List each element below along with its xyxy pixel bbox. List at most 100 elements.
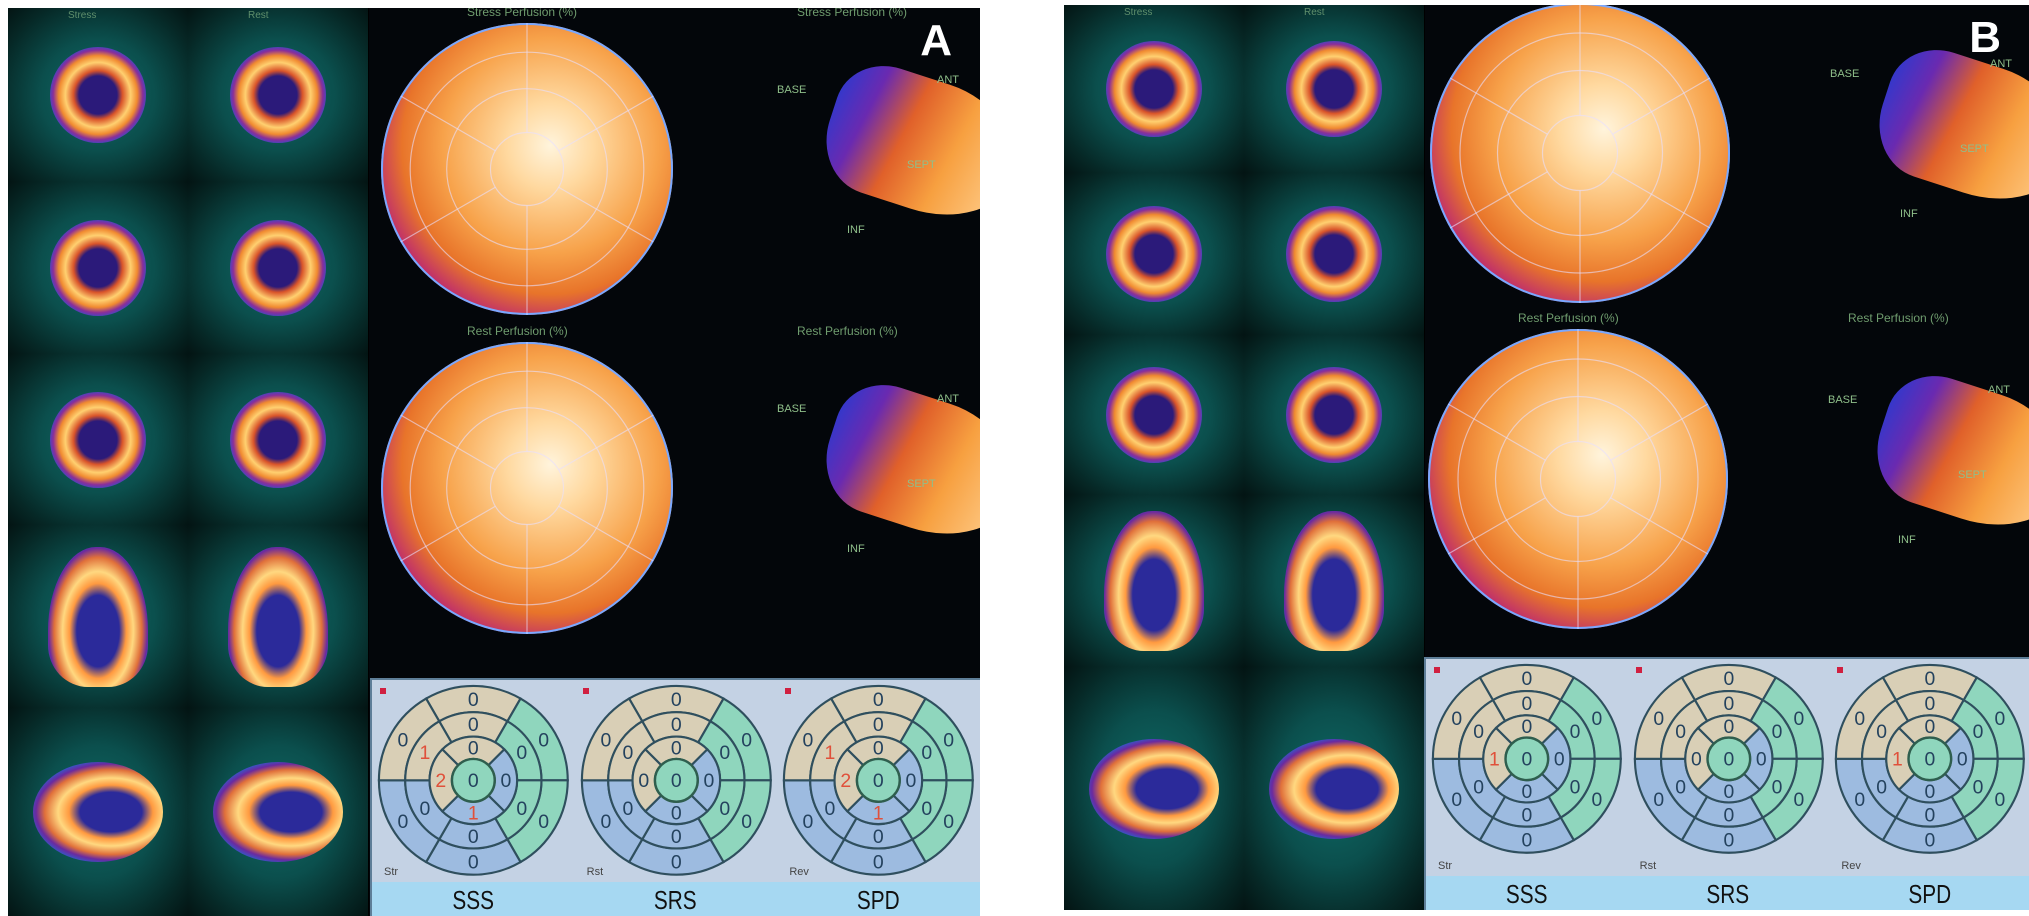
segment-score: 0 bbox=[600, 730, 611, 752]
bullseye-tag: Rev bbox=[1841, 860, 1861, 872]
marker-icon bbox=[1837, 667, 1844, 673]
slice-image bbox=[1064, 335, 1245, 496]
segment-score: 1 bbox=[468, 803, 479, 825]
segment-score: 0 bbox=[1925, 804, 1936, 826]
segment-score: 2 bbox=[841, 770, 852, 792]
stress-polar-map bbox=[381, 23, 673, 315]
orientation-label: SEPT bbox=[1960, 143, 1989, 155]
segment-score: 0 bbox=[468, 689, 479, 711]
segment-score: 0 bbox=[906, 770, 917, 792]
bullseye-apex bbox=[1705, 736, 1751, 782]
segment-score: 0 bbox=[671, 851, 682, 873]
slice-image bbox=[1064, 667, 1245, 910]
slice-image bbox=[8, 182, 189, 355]
segment-score: 0 bbox=[1653, 708, 1664, 730]
orientation-label: BASE bbox=[777, 84, 807, 96]
segment-score: 0 bbox=[1925, 829, 1936, 851]
bullseye-tag: Rev bbox=[789, 866, 809, 878]
slice-image bbox=[8, 354, 189, 526]
segment-score: 0 bbox=[873, 714, 884, 736]
segment-score: 0 bbox=[922, 742, 933, 764]
segment-score: 1 bbox=[1489, 749, 1500, 771]
segment-score: 0 bbox=[419, 798, 430, 820]
segment-score: 0 bbox=[1675, 721, 1686, 743]
segment-score: 0 bbox=[1591, 789, 1602, 811]
segment-score: 0 bbox=[398, 730, 409, 752]
segment-score: 0 bbox=[1995, 789, 2006, 811]
segment-score: 1 bbox=[873, 803, 884, 825]
segment-score: 0 bbox=[468, 851, 479, 873]
segment-score: 0 bbox=[1554, 749, 1565, 771]
column-header: Stress bbox=[1124, 7, 1153, 18]
segment-score: 0 bbox=[1723, 716, 1734, 738]
segment-score: 0 bbox=[1973, 776, 1984, 798]
segment-score: 0 bbox=[468, 770, 479, 792]
segment-score: 0 bbox=[671, 770, 682, 792]
segment-score: 0 bbox=[516, 798, 527, 820]
segment-score: 0 bbox=[622, 742, 633, 764]
myocardium bbox=[1286, 367, 1382, 463]
segment-score: 0 bbox=[1521, 668, 1532, 690]
panel-letter: A bbox=[920, 16, 952, 65]
slice-image bbox=[1064, 173, 1245, 336]
segment-score: 0 bbox=[1925, 781, 1936, 803]
score-bullseye-panel: SSS Str 0 0 0 0 0 0 0 0 0 0 0 0 0 0 0 1 0 SRS Rst 0 0 0 0 0 0 0 0 0 0 0… bbox=[1424, 657, 2029, 910]
caption-bar bbox=[1426, 876, 2029, 910]
myocardium bbox=[50, 391, 146, 488]
slice-image bbox=[188, 525, 369, 709]
myocardium bbox=[230, 47, 326, 143]
segment-score: 0 bbox=[803, 811, 814, 833]
myocardium bbox=[1284, 511, 1384, 651]
bullseye-caption: SSS bbox=[452, 885, 495, 915]
segment-score: 0 bbox=[922, 798, 933, 820]
slice-image bbox=[8, 708, 189, 916]
myocardium bbox=[1106, 367, 1202, 463]
bullseye-apex bbox=[1907, 736, 1953, 782]
segment-score: 0 bbox=[1925, 749, 1936, 771]
rest-3d-title: Rest Perfusion (%) bbox=[797, 324, 898, 338]
slice-image bbox=[1244, 173, 1425, 336]
orientation-label: INF bbox=[1900, 208, 1918, 220]
segment-score: 0 bbox=[1653, 789, 1664, 811]
segment-score: 0 bbox=[873, 689, 884, 711]
myocardium bbox=[230, 391, 326, 488]
segment-score: 0 bbox=[671, 826, 682, 848]
segment-score: 0 bbox=[1521, 693, 1532, 715]
segment-score: 0 bbox=[1675, 776, 1686, 798]
orientation-label: BASE bbox=[777, 403, 807, 415]
bullseye-tag: Str bbox=[1438, 860, 1453, 872]
segment-score: 0 bbox=[719, 798, 730, 820]
segment-score: 0 bbox=[741, 730, 752, 752]
segment-score: 1 bbox=[1892, 749, 1903, 771]
stress-3d-title: Stress Perfusion (%) bbox=[797, 8, 908, 19]
segment-score: 0 bbox=[1521, 781, 1532, 803]
myocardium bbox=[1286, 206, 1382, 302]
segment-score: 1 bbox=[825, 742, 836, 764]
segment-score: 0 bbox=[1771, 721, 1782, 743]
marker-icon bbox=[1434, 667, 1440, 673]
bullseye-caption: SPD bbox=[1908, 879, 1952, 909]
marker-icon bbox=[582, 688, 589, 694]
orientation-label: ANT bbox=[1988, 384, 2010, 396]
myocardium bbox=[50, 220, 146, 316]
bullseye-apex bbox=[653, 757, 699, 803]
bullseye-apex bbox=[856, 757, 902, 803]
score-bullseye-panel: SSS Str 0 0 0 0 0 0 0 0 0 0 0 1 0 0 1 2 0 SRS Rst 0 0 0 0 0 0 0 0 0 0 0… bbox=[370, 678, 980, 916]
myocardium bbox=[1269, 738, 1399, 839]
segment-score: 0 bbox=[1855, 789, 1866, 811]
myocardium bbox=[48, 546, 148, 687]
segment-score: 0 bbox=[1473, 776, 1484, 798]
segment-score: 0 bbox=[538, 730, 549, 752]
slice-image: Stress bbox=[8, 8, 189, 183]
segment-score: 0 bbox=[873, 770, 884, 792]
segment-score: 0 bbox=[1855, 708, 1866, 730]
bullseye-apex bbox=[450, 757, 496, 803]
column-header: Rest bbox=[248, 10, 269, 21]
segment-score: 0 bbox=[703, 770, 714, 792]
segment-score: 0 bbox=[1723, 804, 1734, 826]
